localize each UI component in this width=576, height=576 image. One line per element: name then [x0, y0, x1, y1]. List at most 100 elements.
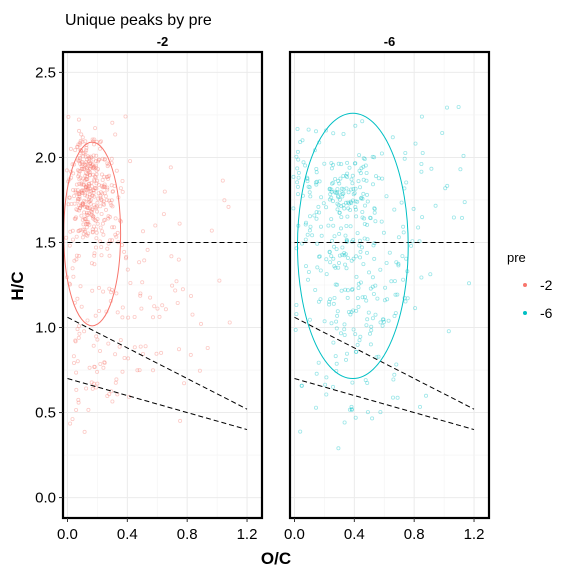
- data-point: [69, 201, 74, 206]
- data-point: [324, 392, 329, 397]
- data-point: [84, 177, 89, 182]
- data-point: [176, 257, 181, 262]
- data-point: [355, 199, 360, 204]
- data-point: [90, 162, 95, 167]
- data-point: [327, 302, 332, 307]
- panel-border: [288, 50, 491, 520]
- data-point: [310, 233, 315, 238]
- data-point: [401, 277, 406, 282]
- data-point: [126, 315, 131, 320]
- data-point: [99, 198, 104, 203]
- data-point: [382, 298, 387, 303]
- data-point: [71, 171, 76, 176]
- data-point: [339, 186, 344, 191]
- data-point: [349, 287, 354, 292]
- data-point: [70, 417, 75, 422]
- data-point: [332, 264, 337, 269]
- data-point: [83, 191, 88, 196]
- reference-line: [294, 378, 475, 431]
- data-point: [101, 365, 106, 370]
- data-point: [106, 341, 111, 346]
- data-point: [86, 231, 91, 236]
- data-point: [82, 429, 87, 434]
- data-point: [92, 253, 97, 258]
- data-point: [87, 365, 92, 370]
- data-point: [387, 250, 392, 255]
- data-point: [73, 190, 78, 195]
- data-point: [333, 282, 338, 287]
- data-point: [373, 283, 378, 288]
- data-point: [127, 394, 132, 399]
- data-point: [333, 190, 338, 195]
- data-point: [71, 354, 76, 359]
- data-point: [89, 261, 94, 266]
- data-point: [108, 238, 113, 243]
- data-point: [362, 156, 367, 161]
- data-point: [79, 181, 84, 186]
- data-point: [346, 190, 351, 195]
- data-point: [319, 195, 324, 200]
- data-point: [104, 174, 109, 179]
- data-point: [91, 165, 96, 170]
- data-point: [410, 239, 415, 244]
- data-point: [429, 166, 434, 171]
- data-point: [77, 177, 82, 182]
- data-point: [91, 343, 96, 348]
- data-point: [350, 181, 355, 186]
- data-point: [370, 416, 375, 421]
- data-point: [107, 286, 112, 291]
- data-point: [74, 182, 79, 187]
- data-point: [331, 223, 336, 228]
- data-point: [392, 279, 397, 284]
- data-point: [307, 185, 312, 190]
- data-point: [356, 304, 361, 309]
- data-point: [342, 327, 347, 332]
- data-point: [91, 139, 96, 144]
- data-point: [363, 163, 368, 168]
- data-point: [91, 190, 96, 195]
- data-point: [373, 174, 378, 179]
- data-point: [75, 327, 80, 332]
- data-point: [118, 186, 123, 191]
- data-point: [87, 159, 92, 164]
- data-point: [103, 185, 108, 190]
- data-point: [353, 332, 358, 337]
- data-point: [85, 213, 90, 218]
- data-point: [98, 225, 103, 230]
- data-point: [77, 324, 82, 329]
- data-point: [75, 145, 80, 150]
- data-point: [326, 223, 331, 228]
- data-point: [303, 163, 308, 168]
- data-point: [95, 337, 100, 342]
- legend-key-neg6: [523, 311, 527, 315]
- data-point: [110, 399, 115, 404]
- data-point: [315, 241, 320, 246]
- data-point: [120, 305, 125, 310]
- data-point: [81, 154, 86, 159]
- data-point: [328, 260, 333, 265]
- data-point: [67, 243, 72, 248]
- data-point: [340, 252, 345, 257]
- data-point: [329, 321, 334, 326]
- legend: pre -2 -6: [507, 250, 553, 321]
- data-point: [107, 198, 112, 203]
- data-point: [79, 160, 84, 165]
- data-point: [77, 331, 82, 336]
- data-point: [93, 205, 98, 210]
- data-point: [92, 364, 97, 369]
- data-point: [343, 262, 348, 267]
- data-point: [342, 250, 347, 255]
- data-point: [372, 256, 377, 261]
- data-point: [75, 199, 80, 204]
- data-point: [306, 127, 311, 132]
- data-point: [336, 161, 341, 166]
- data-point: [102, 182, 107, 187]
- data-point: [95, 381, 100, 386]
- data-point: [85, 174, 90, 179]
- data-point: [380, 323, 385, 328]
- data-point: [85, 205, 90, 210]
- data-point: [84, 219, 89, 224]
- data-point: [84, 185, 89, 190]
- data-point: [312, 213, 317, 218]
- data-point: [70, 228, 75, 233]
